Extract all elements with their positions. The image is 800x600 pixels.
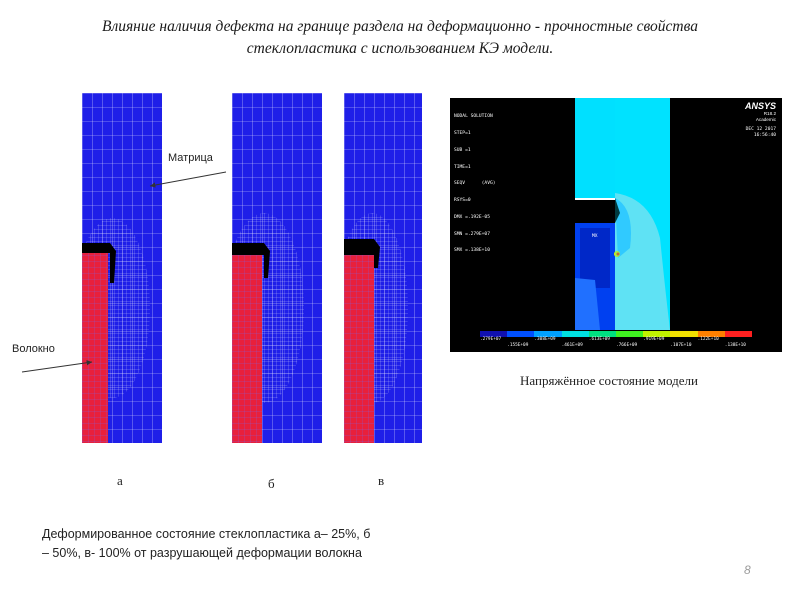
title-line-2: стеклопластика с использованием КЭ модел…: [246, 40, 554, 57]
legend-swatch: [616, 331, 644, 337]
legend-bottom-labels: .155E+09 .461E+09 .766E+09 .107E+10 .138E+10: [480, 343, 752, 350]
subfigure-label-b: б: [268, 476, 275, 491]
legend-label: .308E+09: [534, 337, 556, 342]
legend-swatch: [643, 331, 671, 337]
ansys-info-block: NODAL SOLUTION STEP=1 SUB =1 TIME=1 SEQV…: [454, 114, 496, 254]
legend-label: .766E+09: [616, 343, 638, 348]
title-line-1: Влияние наличия дефекта на границе разде…: [102, 18, 698, 35]
legend-swatch: [697, 331, 725, 337]
legend-label: .919E+09: [643, 337, 665, 342]
legend-colorbar: [480, 331, 753, 337]
legend-top-labels: .279E+07 .308E+09 .613E+09 .919E+09 .122E+10: [480, 337, 752, 344]
stress-caption: Напряжённое состояние модели: [520, 373, 698, 388]
legend-swatch: [724, 331, 753, 337]
page-number: 8: [744, 563, 751, 577]
mesh-panel-b: [232, 93, 322, 443]
mesh-panel-v: [344, 93, 422, 443]
fiber-label: Волокно: [12, 343, 55, 355]
legend-label: .122E+10: [697, 337, 719, 342]
legend-label: .461E+09: [561, 343, 583, 348]
legend-label: .155E+09: [507, 343, 529, 348]
stress-field: [575, 98, 670, 330]
slide-title: Влияние наличия дефекта на границе разде…: [20, 16, 780, 60]
legend-swatch: [507, 331, 535, 337]
legend-swatch: [670, 331, 698, 337]
mx-label: MX: [592, 234, 598, 239]
mesh-panel-a: [82, 93, 162, 443]
legend-label: .107E+10: [670, 343, 692, 348]
subfigure-label-v: в: [378, 473, 385, 488]
fiber-arrow: [21, 360, 93, 373]
matrix-arrow: [149, 171, 227, 188]
matrix-label: Матрица: [168, 152, 213, 164]
legend-swatch: [588, 331, 617, 337]
legend-label: .613E+09: [588, 337, 610, 342]
ansys-stress-plot: NODAL SOLUTION STEP=1 SUB =1 TIME=1 SEQV…: [450, 98, 782, 352]
subfigure-label-a: а: [117, 473, 123, 488]
legend-swatch: [561, 331, 589, 337]
legend-label: .138E+10: [724, 343, 746, 348]
legend-swatch: [480, 331, 508, 337]
deformation-caption: Деформированное состояние стеклопластика…: [42, 527, 371, 560]
legend-swatch: [534, 331, 562, 337]
ansys-logo: ANSYS R18.2 Academic DEC 12 2017 16:56:4…: [744, 101, 776, 138]
legend-label: .279E+07: [480, 337, 502, 342]
